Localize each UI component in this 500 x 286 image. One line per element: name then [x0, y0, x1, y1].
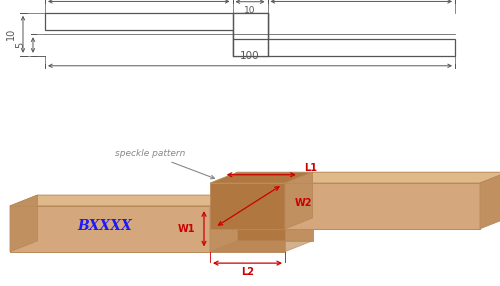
Text: BXXXX: BXXXX — [78, 219, 132, 233]
Text: 100: 100 — [240, 51, 260, 61]
Polygon shape — [10, 206, 210, 252]
Polygon shape — [210, 195, 238, 252]
Polygon shape — [10, 195, 237, 206]
Polygon shape — [238, 195, 312, 241]
Text: 5: 5 — [16, 42, 26, 48]
Text: L2: L2 — [241, 267, 254, 277]
Polygon shape — [210, 172, 312, 183]
Polygon shape — [210, 183, 285, 229]
Polygon shape — [232, 13, 268, 39]
Text: 10: 10 — [244, 6, 256, 15]
Polygon shape — [285, 172, 312, 229]
Text: W1: W1 — [178, 224, 195, 234]
Text: speckle pattern: speckle pattern — [115, 150, 214, 179]
Text: 10: 10 — [6, 28, 16, 40]
Polygon shape — [38, 195, 237, 241]
Polygon shape — [210, 206, 285, 252]
Polygon shape — [285, 172, 500, 183]
Polygon shape — [232, 39, 455, 56]
Polygon shape — [232, 30, 268, 56]
Polygon shape — [210, 195, 312, 206]
Polygon shape — [312, 172, 500, 218]
Polygon shape — [480, 172, 500, 229]
Polygon shape — [210, 241, 312, 252]
Polygon shape — [285, 183, 480, 229]
Text: L1: L1 — [304, 163, 317, 173]
Polygon shape — [10, 195, 38, 252]
Text: W2: W2 — [295, 198, 312, 208]
Polygon shape — [45, 13, 268, 30]
